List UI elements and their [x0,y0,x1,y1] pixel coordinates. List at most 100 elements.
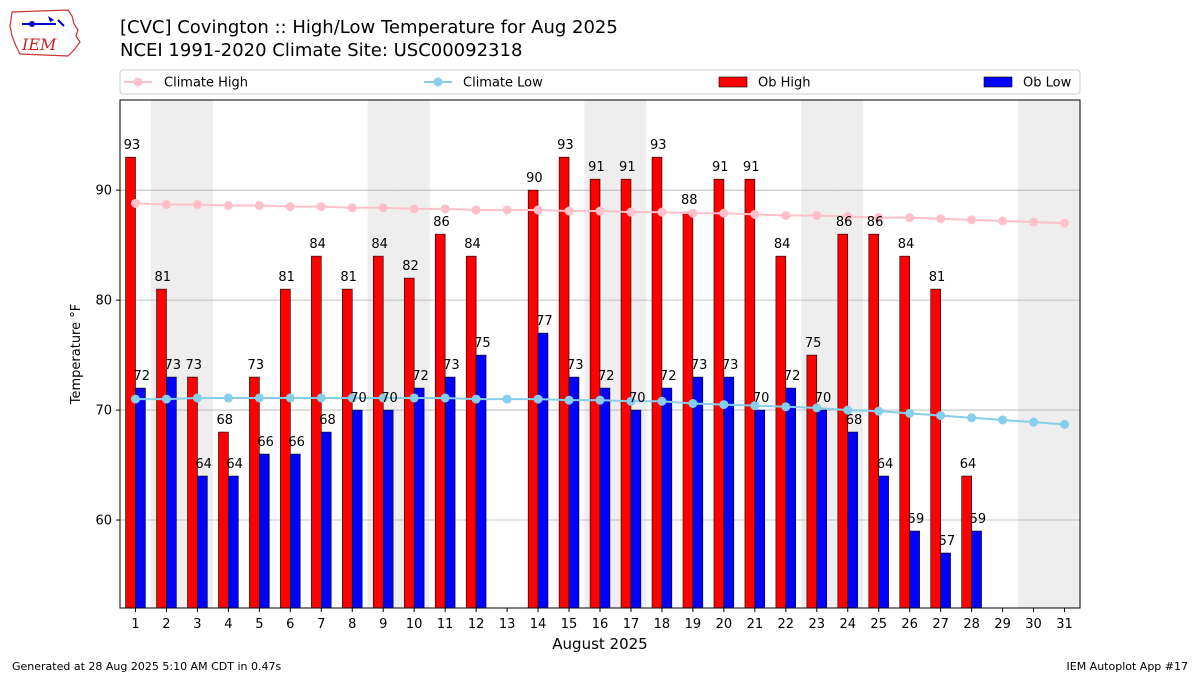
x-tick-label: 16 [592,617,609,632]
ob-low-bar [816,409,827,609]
x-tick-label: 17 [623,617,640,632]
legend-climate-low-label: Climate Low [463,76,543,91]
climate-low-point [347,393,357,403]
climate-low-point [812,403,822,413]
ob-low-bar [847,431,858,609]
ob-high-bar [342,288,353,609]
ob-low-bar [135,387,146,609]
climate-low-point [440,393,450,403]
x-tick-label: 31 [1056,617,1073,632]
climate-high-point [564,206,574,216]
app-note: IEM Autoplot App #17 [1066,660,1189,673]
x-tick-label: 12 [468,617,485,632]
ob-high-label: 86 [836,215,853,230]
ob-low-bar [228,475,239,609]
x-tick-label: 25 [870,617,887,632]
climate-high-point [812,210,822,220]
climate-low-point [905,408,915,418]
climate-low-point [1029,417,1039,427]
climate-high-point [223,201,233,211]
ob-high-label: 84 [464,237,481,252]
ob-low-label: 73 [691,358,708,373]
ob-low-label: 75 [474,336,491,351]
ob-high-label: 91 [619,160,636,175]
ob-high-label: 84 [898,237,915,252]
x-tick-label: 8 [348,617,356,632]
climate-high-point [905,213,915,223]
legend-ob-low-swatch [983,76,1013,88]
x-tick-label: 5 [255,617,263,632]
ob-low-label: 64 [226,457,243,472]
ob-low-bar [259,453,270,609]
ob-low-label: 72 [784,369,801,384]
climate-low-point [130,394,140,404]
ob-low-bar [537,332,549,609]
climate-high-point [936,214,946,224]
ob-low-bar [351,409,363,609]
ob-high-label: 91 [743,160,760,175]
ob-low-label: 68 [846,413,863,428]
climate-high-point [874,213,884,223]
ob-high-bar [187,376,198,609]
climate-low-point [471,394,481,404]
climate-low-point [719,400,729,410]
ob-high-label: 84 [309,237,326,252]
x-tick-label: 13 [499,617,516,632]
ob-low-label: 77 [536,314,553,329]
ob-high-bar [249,376,260,609]
ob-low-label: 70 [629,391,646,406]
x-tick-label: 10 [406,617,423,632]
ob-high-bar [311,255,322,609]
x-tick-label: 23 [809,617,826,632]
climate-high-point [502,205,512,215]
weekend-shade [1049,100,1080,608]
climate-high-point [998,216,1008,226]
ob-low-label: 70 [381,391,398,406]
ob-high-label: 73 [186,358,203,373]
climate-high-point [719,208,729,218]
ob-low-label: 70 [815,391,832,406]
chart-title: [CVC] Covington :: High/Low Temperature … [120,17,618,38]
ob-high-label: 68 [216,413,233,428]
ob-high-label: 64 [960,457,977,472]
climate-low-point [564,395,574,405]
climate-high-point [409,204,419,214]
ob-high-bar [403,277,415,609]
climate-high-point [471,205,481,215]
y-tick-label: 60 [95,514,112,529]
x-tick-label: 14 [530,617,547,632]
ob-low-label: 70 [350,391,367,406]
ob-low-label: 59 [908,512,925,527]
weekend-shade [1018,100,1050,608]
y-tick-label: 70 [95,404,112,419]
ob-low-bar [413,387,425,609]
climate-high-point [967,215,977,225]
ob-low-bar [320,431,332,609]
ob-high-label: 86 [867,215,884,230]
climate-high-point [316,202,326,212]
y-tick-label: 90 [95,184,112,199]
ob-high-label: 86 [433,215,450,230]
generated-note: Generated at 28 Aug 2025 5:10 AM CDT in … [12,660,282,673]
climate-low-point [750,401,760,411]
climate-high-point [285,202,295,212]
x-tick-label: 18 [654,617,671,632]
ob-low-bar [754,409,766,609]
ob-high-label: 93 [650,138,667,153]
ob-low-bar [444,376,456,609]
climate-low-point [843,405,853,415]
legend-ob-high-swatch [718,76,748,88]
x-tick-label: 9 [379,617,387,632]
ob-high-label: 90 [526,171,543,186]
ob-high-bar [930,288,941,609]
x-tick-label: 24 [839,617,856,632]
ob-high-bar [465,255,477,609]
ob-low-bar [661,387,673,609]
climate-low-point [967,413,977,423]
legend-climate-low-marker [433,77,443,87]
climate-low-point [223,393,233,403]
ob-low-bar [475,354,487,609]
y-axis-label: Temperature °F [69,304,84,405]
ob-high-bar [899,255,910,609]
